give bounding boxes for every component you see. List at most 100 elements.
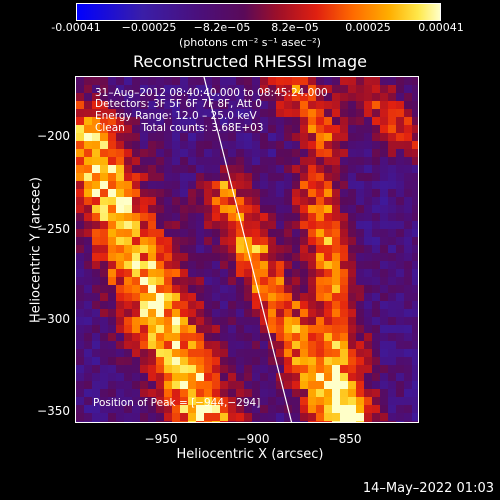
intensity-pixel [148,341,156,349]
intensity-pixel [76,245,84,253]
intensity-pixel [396,101,404,109]
intensity-pixel [268,309,276,317]
intensity-pixel [196,381,204,389]
intensity-pixel [132,165,140,173]
intensity-pixel [172,189,180,197]
intensity-pixel [132,341,140,349]
intensity-pixel [380,341,388,349]
intensity-pixel [380,141,388,149]
intensity-pixel [204,141,212,149]
intensity-pixel [108,197,116,205]
intensity-pixel [132,413,140,421]
intensity-pixel [212,325,220,333]
intensity-pixel [292,101,300,109]
intensity-pixel [308,205,316,213]
intensity-pixel [180,157,188,165]
intensity-pixel [340,293,348,301]
intensity-pixel [276,213,284,221]
intensity-pixel [372,85,380,93]
intensity-pixel [132,133,140,141]
intensity-pixel [268,149,276,157]
intensity-pixel [396,93,404,101]
intensity-pixel [372,413,380,421]
intensity-pixel [252,141,260,149]
intensity-pixel [276,229,284,237]
intensity-pixel [340,301,348,309]
intensity-pixel [364,141,372,149]
intensity-pixel [188,245,196,253]
intensity-pixel [212,365,220,373]
intensity-pixel [252,261,260,269]
intensity-pixel [300,157,308,165]
intensity-pixel [124,205,132,213]
intensity-pixel [172,301,180,309]
intensity-pixel [140,125,148,133]
intensity-pixel [172,333,180,341]
intensity-pixel [356,245,364,253]
intensity-pixel [204,277,212,285]
intensity-pixel [180,373,188,381]
intensity-pixel [92,189,100,197]
intensity-pixel [148,213,156,221]
intensity-pixel [204,333,212,341]
intensity-pixel [140,341,148,349]
intensity-pixel [180,341,188,349]
intensity-pixel [252,285,260,293]
intensity-pixel [156,93,164,101]
intensity-pixel [284,93,292,101]
intensity-pixel [324,197,332,205]
intensity-pixel [348,365,356,373]
intensity-pixel [252,101,260,109]
intensity-pixel [388,197,396,205]
intensity-pixel [164,397,172,405]
intensity-pixel [268,125,276,133]
intensity-pixel [364,253,372,261]
intensity-pixel [116,381,124,389]
intensity-pixel [108,325,116,333]
intensity-pixel [316,213,324,221]
intensity-pixel [236,149,244,157]
intensity-pixel [348,125,356,133]
intensity-pixel [108,349,116,357]
intensity-pixel [84,245,92,253]
intensity-pixel [396,173,404,181]
intensity-pixel [396,277,404,285]
intensity-pixel [236,165,244,173]
intensity-pixel [324,165,332,173]
intensity-pixel [356,253,364,261]
intensity-pixel [300,125,308,133]
intensity-pixel [92,381,100,389]
intensity-pixel [348,229,356,237]
intensity-pixel [316,293,324,301]
intensity-pixel [172,157,180,165]
intensity-pixel [84,101,92,109]
x-tick-label: −950 [144,432,178,446]
intensity-pixel [396,77,404,85]
intensity-pixel [228,261,236,269]
intensity-pixel [204,365,212,373]
intensity-pixel [308,373,316,381]
intensity-pixel [236,349,244,357]
intensity-pixel [300,389,308,397]
intensity-pixel [188,189,196,197]
intensity-pixel [148,197,156,205]
intensity-pixel [380,253,388,261]
intensity-pixel [300,245,308,253]
intensity-pixel [364,421,372,422]
intensity-pixel [140,165,148,173]
intensity-pixel [76,173,84,181]
intensity-pixel [380,197,388,205]
intensity-pixel [220,373,228,381]
intensity-pixel [164,181,172,189]
intensity-pixel [332,205,340,213]
intensity-pixel [212,221,220,229]
intensity-pixel [204,181,212,189]
intensity-pixel [308,117,316,125]
intensity-pixel [380,109,388,117]
intensity-pixel [92,181,100,189]
intensity-pixel [268,205,276,213]
intensity-pixel [412,101,418,109]
intensity-pixel [156,285,164,293]
intensity-pixel [284,237,292,245]
intensity-pixel [108,373,116,381]
